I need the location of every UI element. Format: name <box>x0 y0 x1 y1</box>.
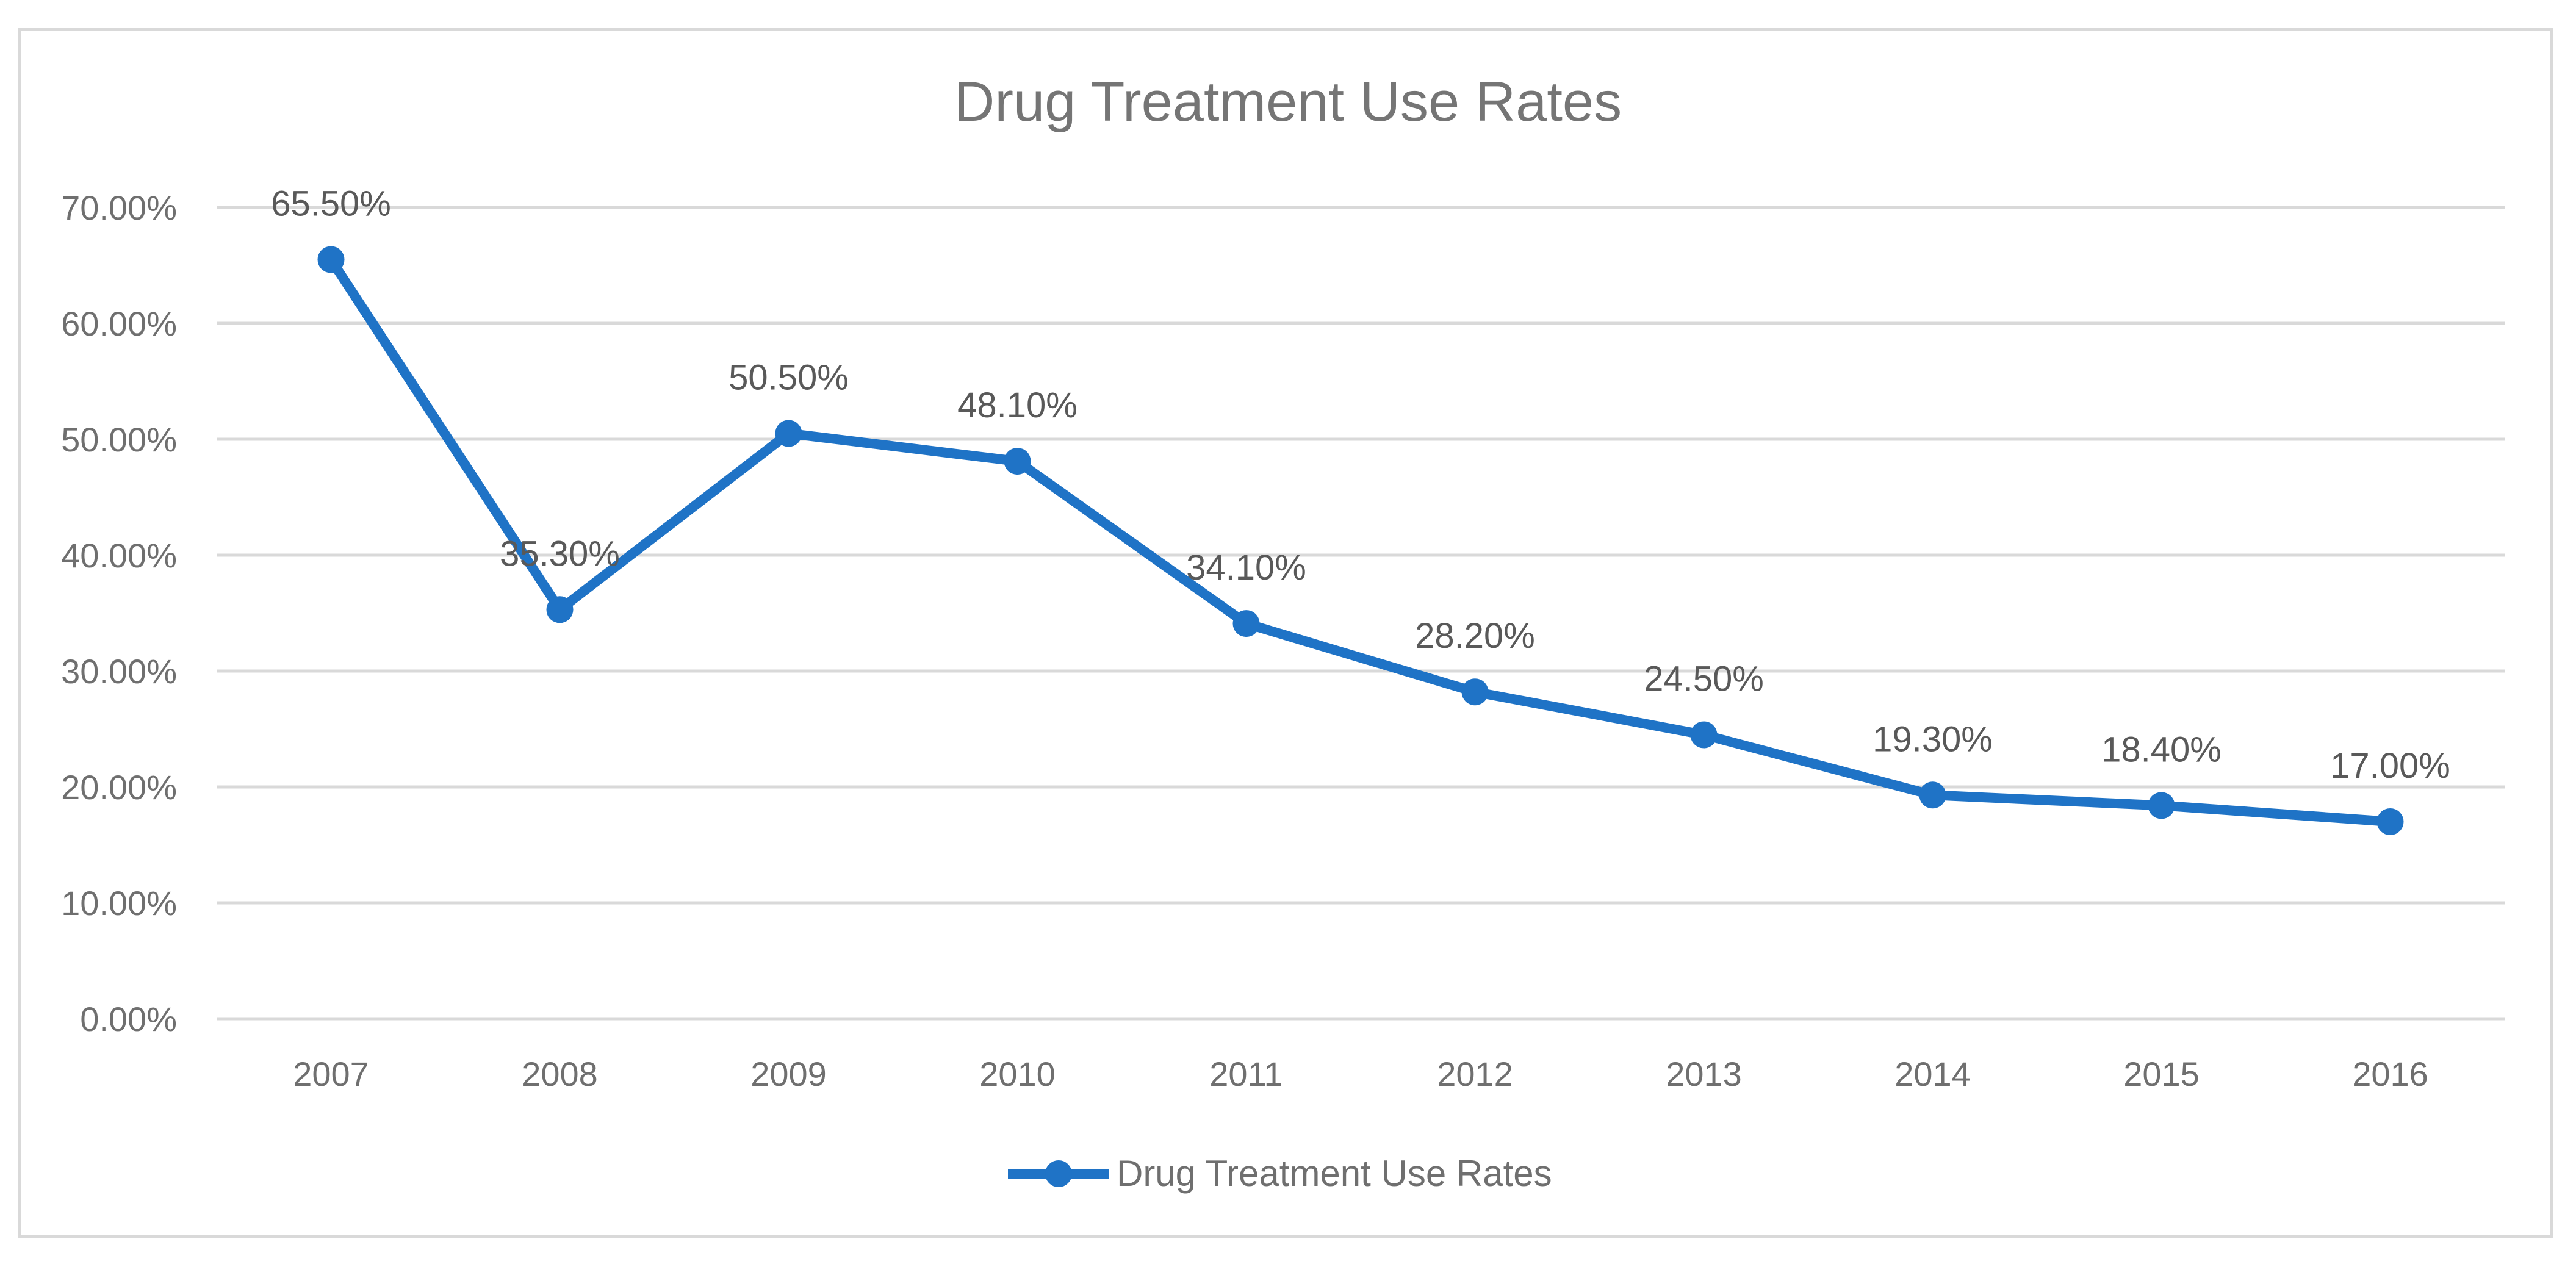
data-label: 34.10% <box>1186 548 1306 587</box>
data-label: 24.50% <box>1644 659 1764 699</box>
data-point <box>1461 678 1489 706</box>
x-tick-label: 2016 <box>2352 1055 2428 1093</box>
data-point <box>775 420 802 447</box>
y-tick-label: 50.00% <box>61 420 177 459</box>
y-tick-label: 70.00% <box>61 189 177 227</box>
x-tick-label: 2015 <box>2123 1055 2200 1093</box>
data-point <box>317 246 345 273</box>
x-axis-ticks: 2007 2008 2009 2010 2011 2012 2013 2014 2015 2016 <box>293 1055 2428 1093</box>
x-tick-label: 2011 <box>1209 1055 1283 1093</box>
data-label: 35.30% <box>500 534 620 573</box>
data-label: 19.30% <box>1873 719 1993 759</box>
data-point <box>1004 448 1031 475</box>
data-label: 65.50% <box>271 184 391 224</box>
data-label: 28.20% <box>1415 616 1535 656</box>
x-tick-label: 2013 <box>1666 1055 1742 1093</box>
x-tick-label: 2010 <box>979 1055 1056 1093</box>
data-label: 48.10% <box>957 386 1078 425</box>
data-label: 17.00% <box>2330 746 2450 786</box>
data-point <box>546 596 574 623</box>
data-point <box>1919 781 1946 809</box>
data-point <box>1690 721 1718 749</box>
x-tick-label: 2008 <box>522 1055 598 1093</box>
legend: Drug Treatment Use Rates <box>1008 1153 1552 1194</box>
gridlines <box>217 206 2505 1021</box>
y-tick-label: 0.00% <box>80 1000 177 1038</box>
y-tick-label: 40.00% <box>61 536 177 575</box>
series-line <box>326 254 2395 827</box>
x-tick-label: 2007 <box>293 1055 369 1093</box>
y-tick-label: 20.00% <box>61 768 177 806</box>
data-point <box>1232 610 1260 637</box>
series-drug-treatment-use-rates <box>317 246 2404 835</box>
legend-dot-marker <box>1045 1160 1072 1187</box>
y-tick-label: 10.00% <box>61 884 177 922</box>
data-labels: 65.50% 35.30% 50.50% 48.10% 34.10% 28.20% 24.5… <box>271 184 2450 786</box>
legend-label: Drug Treatment Use Rates <box>1117 1153 1552 1194</box>
y-axis-ticks: 0.00% 10.00% 20.00% 30.00% 40.00% 50.00% 60.00… <box>61 189 177 1038</box>
x-tick-label: 2009 <box>750 1055 827 1093</box>
x-tick-label: 2014 <box>1894 1055 1971 1093</box>
data-point <box>2148 792 2175 819</box>
data-label: 50.50% <box>729 358 849 398</box>
x-tick-label: 2012 <box>1437 1055 1513 1093</box>
data-point <box>2376 808 2404 835</box>
y-tick-label: 30.00% <box>61 652 177 691</box>
data-label: 18.40% <box>2101 730 2222 769</box>
chart-title: Drug Treatment Use Rates <box>954 71 1622 133</box>
y-tick-label: 60.00% <box>61 304 177 343</box>
